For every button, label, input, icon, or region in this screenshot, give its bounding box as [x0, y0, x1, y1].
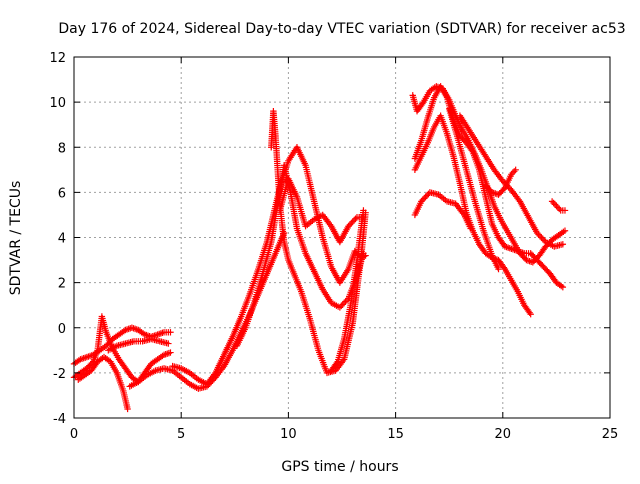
data-point — [422, 193, 429, 201]
data-point — [350, 217, 358, 224]
data-series-track-g — [233, 162, 367, 349]
data-series-track-l — [411, 83, 567, 291]
data-series-track-h — [268, 107, 369, 377]
data-point — [167, 329, 174, 336]
data-series-track-o — [446, 105, 502, 273]
data-point — [509, 169, 517, 177]
data-point — [495, 265, 502, 273]
data-point — [423, 192, 431, 199]
x-tick-label: 20 — [495, 427, 512, 442]
data-point — [535, 231, 542, 238]
data-point — [556, 205, 563, 213]
data-point — [526, 309, 533, 316]
data-point — [425, 190, 432, 198]
x-tick-label: 15 — [387, 427, 404, 442]
data-point — [511, 168, 518, 175]
data-point — [349, 218, 356, 225]
data-point — [336, 304, 344, 311]
y-tick-label: 12 — [49, 51, 66, 66]
data-point — [500, 264, 508, 271]
data-series-track-n — [411, 189, 474, 232]
data-point — [533, 229, 541, 237]
data-point — [167, 349, 174, 356]
data-point — [499, 177, 506, 185]
data-series-track-j — [328, 207, 367, 374]
y-tick-label: -4 — [53, 412, 66, 427]
ticks: 0 5 10 15 20 25 -4 -2 0 2 4 6 8 10 12 — [49, 51, 618, 442]
data-point — [345, 223, 352, 230]
data-series-track-i — [276, 175, 367, 246]
grid-lines — [74, 57, 610, 418]
x-tick-label: 5 — [177, 427, 185, 442]
x-tick-label: 10 — [280, 427, 297, 442]
data-point — [559, 283, 567, 291]
data-point — [352, 215, 359, 222]
data-point — [333, 359, 340, 367]
data-point — [360, 207, 367, 214]
y-tick-label: 2 — [58, 277, 66, 292]
data-point — [508, 171, 515, 178]
data-points — [70, 83, 569, 413]
data-series-track-d — [105, 335, 172, 354]
data-point — [536, 232, 544, 240]
data-point — [554, 204, 562, 211]
data-point — [467, 225, 474, 232]
data-point — [512, 166, 519, 174]
data-point — [348, 220, 355, 227]
y-tick-label: -2 — [53, 367, 66, 382]
data-point — [548, 198, 556, 205]
data-point — [553, 202, 560, 210]
data-point — [346, 221, 354, 228]
data-point — [559, 241, 567, 248]
data-series-track-m — [411, 112, 534, 318]
data-point — [561, 227, 569, 234]
data-series-track-c — [75, 353, 131, 413]
data-point — [418, 198, 425, 205]
y-tick-label: 6 — [58, 186, 66, 201]
data-point — [338, 302, 345, 310]
data-point — [419, 100, 426, 107]
y-tick-label: 8 — [58, 141, 66, 156]
y-tick-label: 4 — [58, 232, 66, 247]
data-series-track-r — [548, 198, 569, 214]
data-point — [538, 234, 545, 241]
data-point — [124, 405, 131, 413]
x-tick-label: 25 — [602, 427, 619, 442]
y-tick-label: 10 — [49, 96, 66, 111]
data-point — [340, 299, 348, 307]
data-point — [420, 195, 428, 202]
data-point — [500, 186, 507, 193]
data-point — [342, 298, 349, 305]
y-axis-label: SDTVAR / TECUs — [8, 181, 24, 296]
data-point — [339, 301, 346, 308]
data-series-track-p — [456, 112, 567, 250]
x-axis-label: GPS time / hours — [281, 459, 398, 475]
data-point — [419, 196, 426, 204]
data-series-track-q — [482, 166, 519, 198]
data-point — [539, 235, 547, 243]
data-point — [550, 199, 557, 207]
data-point — [468, 147, 475, 154]
data-point — [165, 340, 172, 347]
data-point — [527, 311, 534, 318]
chart-title: Day 176 of 2024, Sidereal Day-to-day VTE… — [58, 21, 625, 37]
y-tick-label: 0 — [58, 322, 66, 337]
data-point — [561, 207, 569, 214]
data-point — [343, 296, 351, 304]
x-tick-label: 0 — [70, 427, 78, 442]
data-point — [551, 201, 559, 208]
